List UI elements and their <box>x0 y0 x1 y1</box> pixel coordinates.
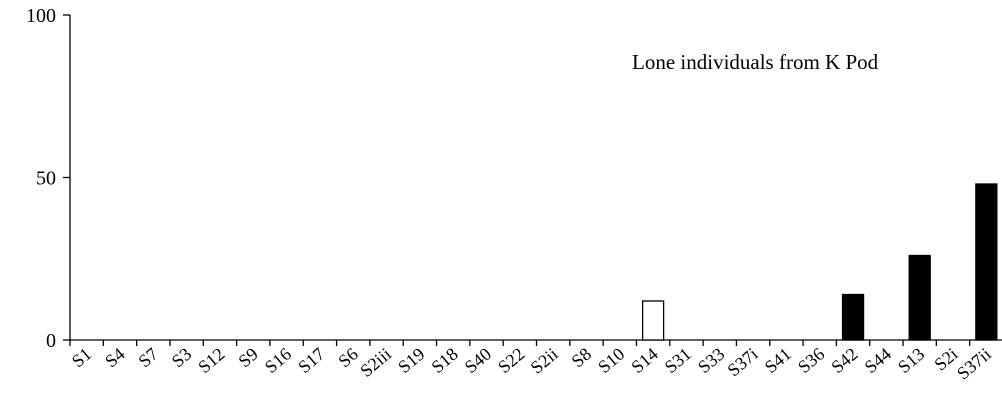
x-tick-label: S13 <box>894 344 928 377</box>
x-tick-label: S37ii <box>953 344 995 384</box>
x-axis <box>69 339 1002 346</box>
x-tick-label: S1 <box>68 344 95 372</box>
x-tick-label: S10 <box>594 344 628 377</box>
bar-s13 <box>908 254 931 341</box>
x-tick-label: S37i <box>724 344 762 381</box>
x-tick-label: S12 <box>194 344 228 377</box>
x-tick-label: S2iii <box>356 344 395 381</box>
x-tick-label: S31 <box>661 344 695 377</box>
x-tick-label: S3 <box>168 344 195 372</box>
x-tick-label: S18 <box>427 344 461 377</box>
x-tick-label: S42 <box>827 344 861 377</box>
x-tick-label: S36 <box>794 344 828 377</box>
bars <box>641 183 998 341</box>
y-axis: 0 50 100 <box>26 5 71 352</box>
chart-annotation: Lone individuals from K Pod <box>632 50 879 74</box>
x-tick-label: S33 <box>694 344 728 377</box>
x-tick-label: S17 <box>294 344 328 377</box>
x-tick-label: S14 <box>627 344 661 377</box>
y-tick-label: 100 <box>26 5 56 27</box>
x-tick-label: S4 <box>101 344 128 372</box>
x-tick-label: S16 <box>261 344 295 377</box>
y-tick-label: 0 <box>46 330 56 352</box>
x-tick-label: S41 <box>761 344 795 377</box>
x-tick-label: S2ii <box>527 344 562 378</box>
x-tick-label: S40 <box>461 344 495 377</box>
bar-s42 <box>841 293 865 341</box>
x-tick-label: S8 <box>568 344 595 372</box>
x-tick-label: S44 <box>861 344 895 377</box>
x-tick-label: S19 <box>394 344 428 377</box>
y-tick-label: 50 <box>36 168 56 190</box>
x-tick-label: S22 <box>494 344 528 377</box>
x-tick-label: S9 <box>234 344 261 372</box>
bar-s37ii <box>975 183 998 341</box>
x-tick-label: S7 <box>134 344 161 372</box>
bar-s14 <box>641 300 665 341</box>
